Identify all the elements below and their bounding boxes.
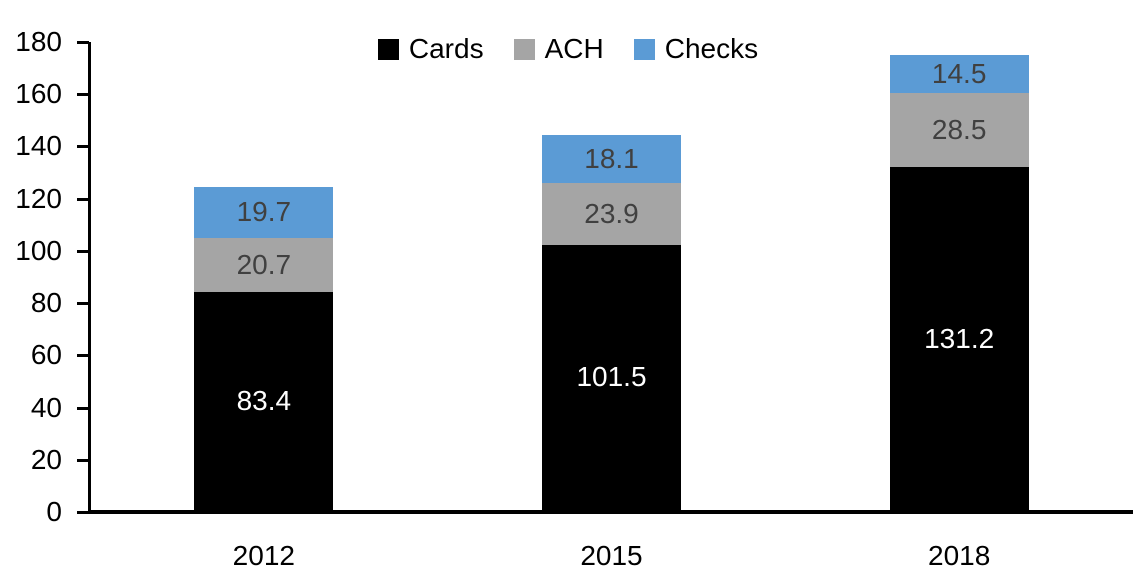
- bar-value-label-checks-2012: 19.7: [236, 196, 292, 228]
- y-axis-tick-label-0: 0: [46, 496, 62, 527]
- y-axis-tick-140: [77, 145, 89, 149]
- bar-segment-ach-2015: 23.9: [542, 182, 681, 245]
- bar-segment-cards-2012: 83.4: [194, 292, 334, 510]
- y-axis-tick-160: [77, 93, 89, 97]
- y-axis-tick-120: [77, 197, 89, 201]
- bar-value-label-cards-2015: 101.5: [576, 361, 647, 393]
- y-axis-tick-label-100: 100: [15, 234, 62, 266]
- x-axis-tick-label-2012: 2012: [232, 540, 295, 571]
- x-axis-tick-label-2018: 2018: [928, 540, 991, 571]
- bar-value-label-cards-2018: 131.2: [924, 322, 995, 354]
- bar-segment-cards-2015: 101.5: [542, 244, 681, 510]
- y-axis-tick-label-160: 160: [15, 78, 62, 110]
- y-axis-tick-label-20: 20: [30, 443, 62, 475]
- legend-item-cards: Cards: [377, 33, 484, 65]
- legend-swatch-ach: [513, 38, 535, 60]
- y-axis-tick-180: [77, 41, 89, 44]
- bar-segment-checks-2018: 14.5: [889, 55, 1029, 93]
- bar-value-label-checks-2018: 14.5: [931, 58, 987, 90]
- legend-label-cards: Cards: [408, 33, 484, 64]
- bar-segment-checks-2015: 18.1: [542, 135, 681, 183]
- y-axis-tick-label-120: 120: [15, 182, 62, 214]
- legend-label-ach: ACH: [544, 33, 604, 64]
- bar-segment-cards-2018: 131.2: [889, 167, 1029, 510]
- bar-segment-checks-2012: 19.7: [194, 186, 334, 239]
- y-axis-tick-0: [77, 511, 89, 514]
- y-axis-tick-label-40: 40: [30, 391, 62, 423]
- bar-value-label-checks-2015: 18.1: [584, 142, 639, 174]
- y-axis-line: [88, 42, 91, 513]
- y-axis-tick-80: [77, 302, 89, 306]
- legend-item-checks: Checks: [633, 33, 759, 65]
- y-axis-tick-label-60: 60: [30, 339, 62, 371]
- bar-value-label-cards-2012: 83.4: [236, 385, 292, 417]
- y-axis-tick-20: [77, 458, 89, 462]
- bar-segment-ach-2012: 20.7: [194, 238, 334, 293]
- bar-segment-ach-2018: 28.5: [889, 93, 1029, 168]
- y-axis-tick-label-180: 180: [15, 26, 62, 57]
- legend-swatch-cards: [377, 38, 399, 60]
- y-axis-tick-100: [77, 249, 89, 253]
- bar-value-label-ach-2012: 20.7: [236, 249, 292, 281]
- bar-value-label-ach-2018: 28.5: [931, 114, 987, 146]
- chart-legend: Cards ACH Checks: [0, 33, 1136, 65]
- legend-item-ach: ACH: [513, 33, 604, 65]
- y-axis-tick-60: [77, 354, 89, 358]
- bar-value-label-ach-2015: 23.9: [584, 197, 639, 229]
- y-axis-tick-label-80: 80: [30, 287, 62, 319]
- legend-swatch-checks: [633, 38, 655, 60]
- y-axis-tick-40: [77, 406, 89, 410]
- y-axis-tick-label-140: 140: [15, 130, 62, 162]
- x-axis-line: [88, 510, 1133, 514]
- x-axis-tick-label-2015: 2015: [580, 540, 643, 571]
- legend-label-checks: Checks: [664, 33, 759, 64]
